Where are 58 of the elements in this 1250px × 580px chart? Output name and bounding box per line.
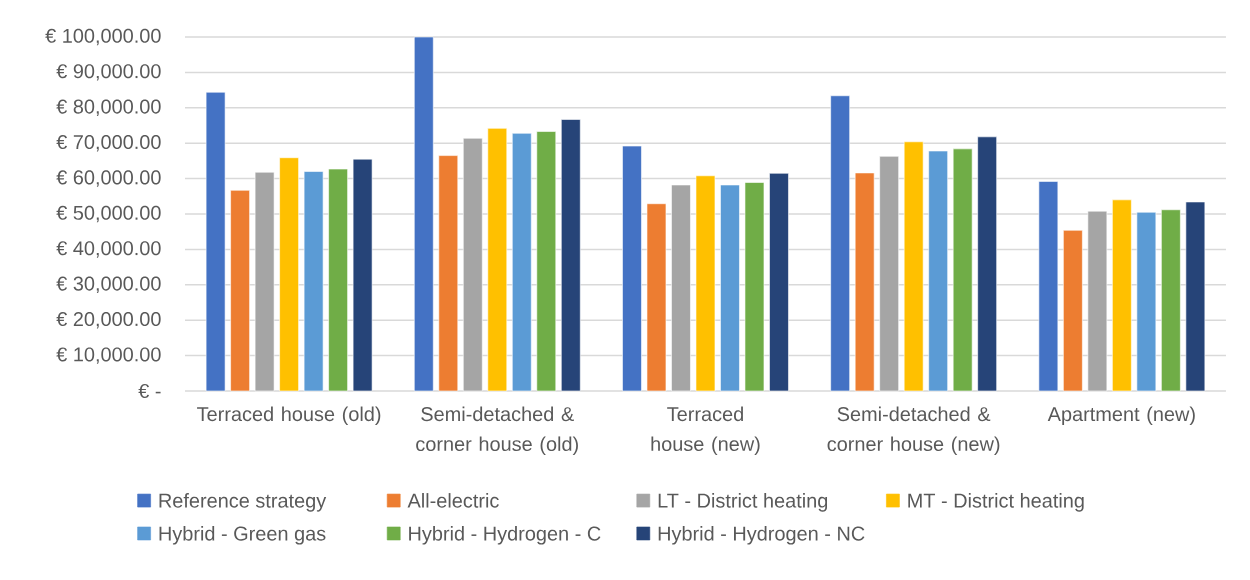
bar <box>1185 201 1206 392</box>
x-tick-label: Apartment (new) <box>1047 406 1195 426</box>
legend-label: Reference strategy <box>159 493 327 512</box>
bar <box>830 95 850 392</box>
bar <box>205 91 226 392</box>
legend-label: Hybrid - Hydrogen - C <box>409 526 601 545</box>
bar <box>928 150 948 392</box>
legend-label: LT - District heating <box>658 493 828 512</box>
y-tick-label: € 90,000.00 <box>56 64 161 81</box>
bar <box>560 119 581 392</box>
y-tick-label: € 40,000.00 <box>56 241 161 258</box>
y-tick-label: € 100,000.00 <box>45 28 161 46</box>
x-tick-label: Semi-detached & corner house (new) <box>827 406 1000 455</box>
legend-label: Hybrid - Green gas <box>159 526 326 545</box>
bar <box>720 184 740 392</box>
legend-label: All-electric <box>407 493 499 508</box>
bar <box>1063 229 1083 392</box>
y-tick-label: € 10,000.00 <box>56 347 161 364</box>
bar <box>744 182 765 392</box>
legend-label: Hybrid - Hydrogen - NC <box>658 526 865 545</box>
bar <box>279 157 299 392</box>
bar <box>622 145 642 392</box>
bar <box>413 36 434 392</box>
bar <box>1038 181 1059 392</box>
bar <box>695 175 716 392</box>
bar <box>328 168 348 392</box>
legend-label: MT - District heating <box>908 493 1084 512</box>
bar <box>487 128 508 392</box>
bar <box>1136 211 1157 392</box>
bar <box>438 155 459 392</box>
y-tick-label: € 30,000.00 <box>56 276 161 294</box>
y-tick-label: € 60,000.00 <box>56 170 161 187</box>
bar <box>903 141 924 392</box>
x-tick-label: Terraced house (new) <box>651 406 760 455</box>
bar <box>1161 209 1181 392</box>
bar <box>536 131 557 392</box>
bar <box>952 148 973 392</box>
bar <box>1112 199 1132 392</box>
bar <box>303 171 324 392</box>
y-tick-label: € 50,000.00 <box>56 205 161 223</box>
bar <box>646 203 667 392</box>
bar <box>511 132 532 392</box>
bar <box>977 136 997 392</box>
bar <box>462 137 483 392</box>
x-tick-label: Terraced house (old) <box>197 406 381 426</box>
y-tick-label: € 20,000.00 <box>56 311 161 329</box>
bar <box>254 171 275 392</box>
bar <box>1087 210 1108 392</box>
y-tick-label: € 80,000.00 <box>56 99 161 117</box>
bar <box>671 184 691 392</box>
y-tick-label: € 70,000.00 <box>56 134 161 152</box>
bar <box>879 156 899 392</box>
x-tick-label: Semi-detached & corner house (old) <box>416 406 578 455</box>
bar <box>230 189 250 392</box>
y-tick-label: € - <box>138 383 161 399</box>
bar <box>769 172 789 392</box>
bar <box>352 158 373 392</box>
bar <box>854 172 875 392</box>
